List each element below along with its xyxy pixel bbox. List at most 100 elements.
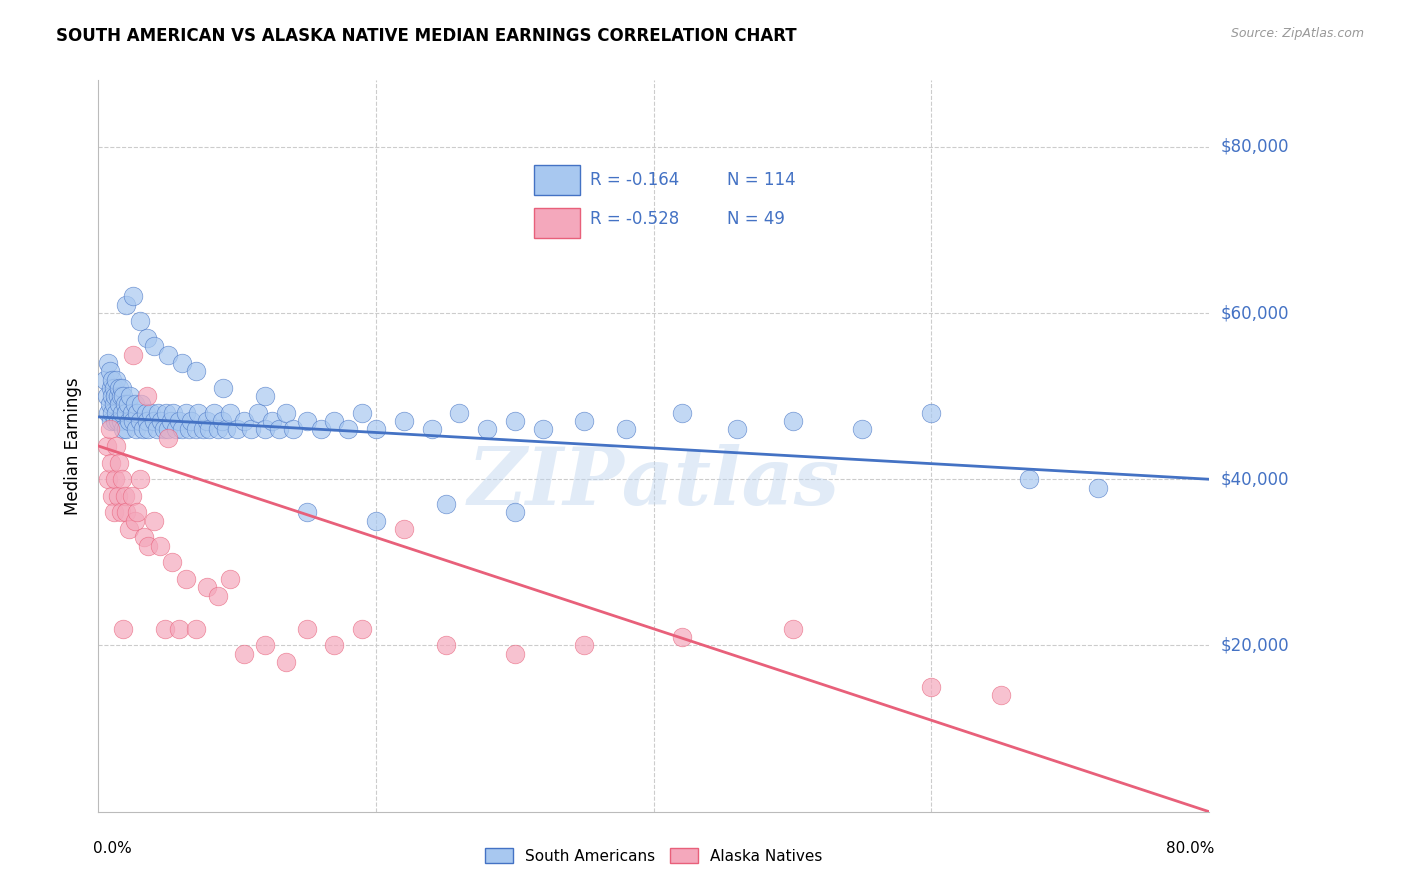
Point [614, 422, 637, 436]
Text: 0.0%: 0.0% [93, 841, 132, 856]
Point [98, 364, 121, 378]
Legend: South Americans, Alaska Natives: South Americans, Alaska Natives [479, 842, 828, 870]
Point [135, 406, 157, 420]
Point [165, 422, 187, 436]
Point [143, 414, 166, 428]
Point [195, 580, 218, 594]
Point [118, 522, 141, 536]
Point [274, 655, 297, 669]
Point [725, 422, 748, 436]
Point [111, 472, 134, 486]
Point [101, 406, 124, 420]
Point [115, 298, 138, 312]
Point [1087, 481, 1109, 495]
Point [132, 422, 155, 436]
Point [337, 422, 360, 436]
Point [143, 339, 166, 353]
Point [392, 522, 415, 536]
Point [574, 414, 596, 428]
Point [103, 506, 125, 520]
Point [449, 406, 471, 420]
Point [392, 414, 415, 428]
Point [100, 456, 122, 470]
Text: SOUTH AMERICAN VS ALASKA NATIVE MEDIAN EARNINGS CORRELATION CHART: SOUTH AMERICAN VS ALASKA NATIVE MEDIAN E… [56, 27, 797, 45]
Point [101, 389, 124, 403]
Point [233, 647, 256, 661]
Point [198, 422, 221, 436]
Point [101, 489, 124, 503]
Point [671, 406, 693, 420]
Point [174, 406, 197, 420]
Point [129, 472, 152, 486]
Point [260, 414, 283, 428]
Point [782, 622, 804, 636]
Point [211, 414, 233, 428]
Point [101, 372, 124, 386]
Point [170, 356, 193, 370]
Point [253, 639, 276, 653]
Point [145, 422, 167, 436]
Point [920, 406, 942, 420]
Point [187, 406, 209, 420]
Point [782, 414, 804, 428]
Point [212, 381, 235, 395]
FancyBboxPatch shape [534, 165, 581, 195]
Point [121, 406, 143, 420]
Point [108, 456, 131, 470]
Point [156, 422, 179, 436]
Point [503, 506, 526, 520]
Point [191, 422, 214, 436]
Point [195, 414, 218, 428]
Point [160, 555, 183, 569]
Point [122, 414, 145, 428]
Point [503, 647, 526, 661]
Point [219, 406, 242, 420]
FancyBboxPatch shape [534, 208, 581, 238]
Point [531, 422, 554, 436]
Point [115, 422, 138, 436]
Text: $80,000: $80,000 [1220, 137, 1289, 156]
Point [108, 397, 131, 411]
Point [253, 389, 276, 403]
Point [247, 406, 270, 420]
Point [274, 406, 297, 420]
Point [114, 397, 136, 411]
Text: R = -0.164: R = -0.164 [591, 171, 679, 189]
Point [127, 406, 149, 420]
Point [420, 422, 443, 436]
Point [134, 530, 156, 544]
Text: N = 49: N = 49 [727, 211, 785, 228]
Point [141, 406, 163, 420]
Point [136, 414, 159, 428]
Text: 80.0%: 80.0% [1167, 841, 1215, 856]
Point [104, 472, 127, 486]
Point [104, 414, 127, 428]
Text: R = -0.528: R = -0.528 [591, 211, 679, 228]
Text: ZIPatlas: ZIPatlas [468, 444, 839, 521]
Point [240, 422, 263, 436]
Point [180, 414, 202, 428]
Point [153, 622, 176, 636]
Point [94, 372, 117, 386]
Point [219, 572, 242, 586]
Point [156, 347, 179, 362]
Point [107, 389, 129, 403]
Point [105, 372, 128, 386]
Point [115, 506, 138, 520]
Point [267, 422, 290, 436]
Point [115, 406, 138, 420]
Point [136, 389, 159, 403]
Point [107, 414, 129, 428]
Point [131, 397, 153, 411]
Point [207, 589, 229, 603]
Point [121, 489, 143, 503]
Point [207, 422, 229, 436]
Point [111, 381, 134, 395]
Point [103, 381, 125, 395]
Point [156, 431, 179, 445]
Point [990, 689, 1012, 703]
Point [104, 389, 127, 403]
Point [366, 514, 388, 528]
Point [281, 422, 304, 436]
Point [118, 414, 141, 428]
